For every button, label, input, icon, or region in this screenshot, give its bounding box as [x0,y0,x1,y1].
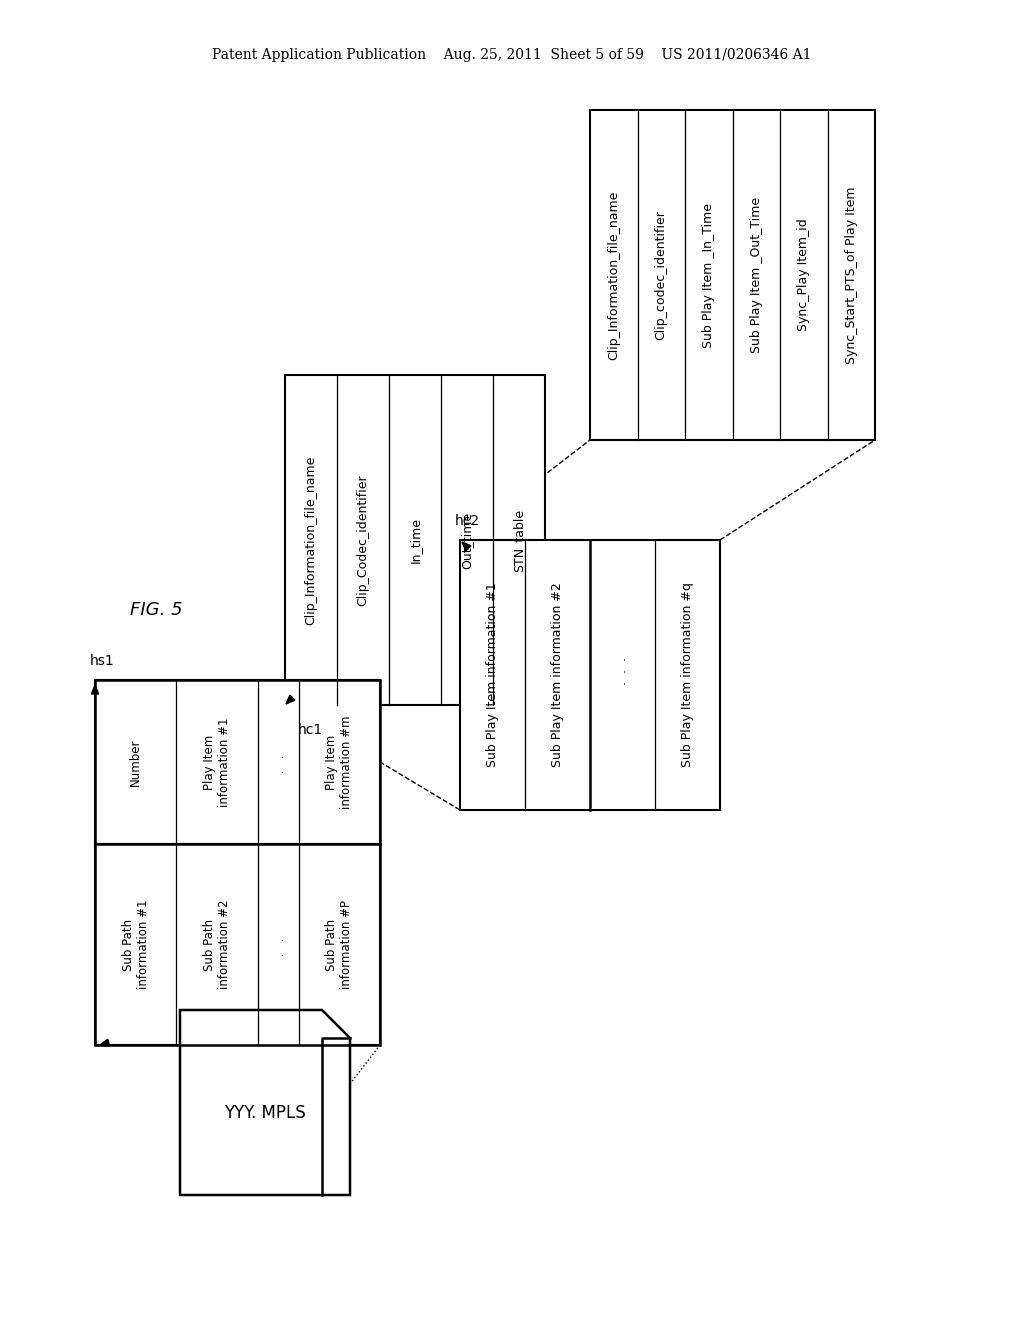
Text: FIG. 5: FIG. 5 [130,601,182,619]
Text: Number: Number [129,738,142,785]
Text: Sync_Start_PTS_of Play Item: Sync_Start_PTS_of Play Item [845,186,858,364]
FancyBboxPatch shape [460,540,720,810]
Text: Clip_Information_file_name: Clip_Information_file_name [304,455,317,624]
Text: .  .  .: . . . [616,657,629,693]
Polygon shape [100,1039,110,1047]
Text: Sub Play Item _In_Time: Sub Play Item _In_Time [702,202,715,347]
Text: .
  .: . . [272,931,284,958]
Polygon shape [91,685,98,694]
Text: Sub Path
information #2: Sub Path information #2 [203,900,231,990]
Text: Clip_codec_identifier: Clip_codec_identifier [654,210,668,341]
Text: .
  .: . . [272,748,284,776]
Text: Sync_Play Item_id: Sync_Play Item_id [798,219,810,331]
Text: Sub Path
information #P: Sub Path information #P [326,900,353,989]
Text: Sub Play Item information #2: Sub Play Item information #2 [551,582,564,767]
FancyBboxPatch shape [285,375,545,705]
Text: Play Item
information #1: Play Item information #1 [203,717,231,807]
Text: Sub Play Item information #q: Sub Play Item information #q [681,582,694,767]
Text: Out_time: Out_time [461,511,473,569]
Text: Clip_Codec_identifier: Clip_Codec_identifier [356,474,370,606]
Text: Patent Application Publication    Aug. 25, 2011  Sheet 5 of 59    US 2011/020634: Patent Application Publication Aug. 25, … [212,48,812,62]
Text: Sub Play Item _Out_Time: Sub Play Item _Out_Time [750,197,763,352]
Polygon shape [180,1010,350,1195]
Text: hc1: hc1 [298,723,324,737]
Text: Play Item
information #m: Play Item information #m [326,715,353,809]
Text: In_time: In_time [409,517,422,564]
Polygon shape [286,696,295,704]
FancyBboxPatch shape [95,845,380,1045]
Text: YYY. MPLS: YYY. MPLS [224,1104,306,1122]
FancyBboxPatch shape [95,680,380,845]
Text: Clip_Information_file_name: Clip_Information_file_name [607,190,621,359]
Text: Sub Path
information #1: Sub Path information #1 [122,900,150,990]
Text: STN_table: STN_table [512,508,525,572]
Text: hs1: hs1 [90,653,115,668]
Text: hc2: hc2 [455,513,480,528]
FancyBboxPatch shape [590,110,874,440]
Text: Sub Play Item information #1: Sub Play Item information #1 [486,582,499,767]
Polygon shape [462,543,471,550]
